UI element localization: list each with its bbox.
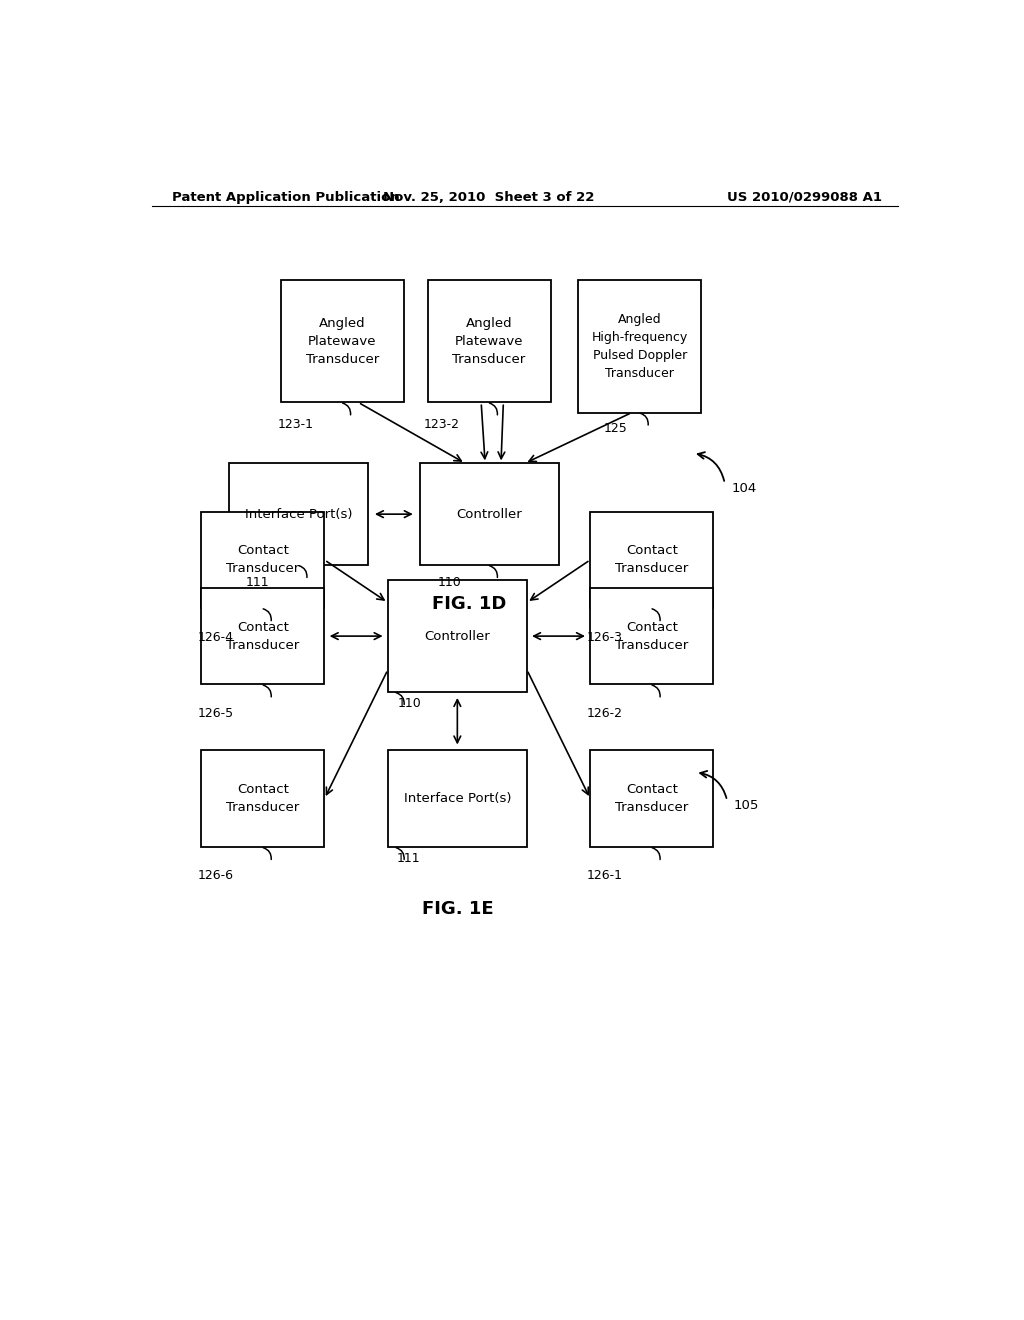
Text: 105: 105	[733, 800, 759, 812]
Text: Angled
High-frequency
Pulsed Doppler
Transducer: Angled High-frequency Pulsed Doppler Tra…	[592, 313, 688, 380]
Text: 111: 111	[396, 851, 420, 865]
Bar	[579, 280, 701, 412]
Text: US 2010/0299088 A1: US 2010/0299088 A1	[727, 191, 882, 203]
Bar	[388, 581, 526, 692]
Text: 111: 111	[246, 576, 269, 589]
Text: 126-2: 126-2	[587, 706, 623, 719]
Bar	[420, 463, 558, 565]
Text: Interface Port(s): Interface Port(s)	[245, 508, 352, 520]
Text: 104: 104	[731, 482, 757, 495]
Bar	[590, 751, 714, 847]
Bar	[229, 463, 368, 565]
Bar	[281, 280, 403, 403]
Text: Contact
Transducer: Contact Transducer	[615, 620, 688, 652]
Bar	[590, 587, 714, 684]
Text: Angled
Platewave
Transducer: Angled Platewave Transducer	[453, 317, 525, 366]
Text: 126-4: 126-4	[198, 631, 233, 644]
Bar	[590, 512, 714, 609]
Text: Angled
Platewave
Transducer: Angled Platewave Transducer	[305, 317, 379, 366]
Bar	[428, 280, 551, 403]
Text: Contact
Transducer: Contact Transducer	[615, 783, 688, 814]
Text: 123-1: 123-1	[278, 417, 313, 430]
Text: FIG. 1D: FIG. 1D	[432, 595, 507, 614]
Text: Nov. 25, 2010  Sheet 3 of 22: Nov. 25, 2010 Sheet 3 of 22	[383, 191, 595, 203]
Text: 126-5: 126-5	[198, 706, 233, 719]
Text: Controller: Controller	[457, 508, 522, 520]
Text: 110: 110	[437, 576, 461, 589]
Text: FIG. 1E: FIG. 1E	[422, 900, 494, 919]
Text: Controller: Controller	[425, 630, 490, 643]
Text: Interface Port(s): Interface Port(s)	[403, 792, 511, 805]
Text: 126-6: 126-6	[198, 870, 233, 882]
Text: Contact
Transducer: Contact Transducer	[226, 544, 300, 576]
Text: 126-3: 126-3	[587, 631, 623, 644]
Bar	[202, 751, 325, 847]
Text: 126-1: 126-1	[587, 870, 623, 882]
Text: 110: 110	[397, 697, 422, 710]
Text: Contact
Transducer: Contact Transducer	[226, 620, 300, 652]
Text: Contact
Transducer: Contact Transducer	[226, 783, 300, 814]
Text: Patent Application Publication: Patent Application Publication	[172, 191, 399, 203]
Bar	[202, 587, 325, 684]
Text: Contact
Transducer: Contact Transducer	[615, 544, 688, 576]
Text: 125: 125	[604, 421, 628, 434]
Bar	[388, 751, 526, 847]
Text: 123-2: 123-2	[424, 417, 460, 430]
Bar	[202, 512, 325, 609]
